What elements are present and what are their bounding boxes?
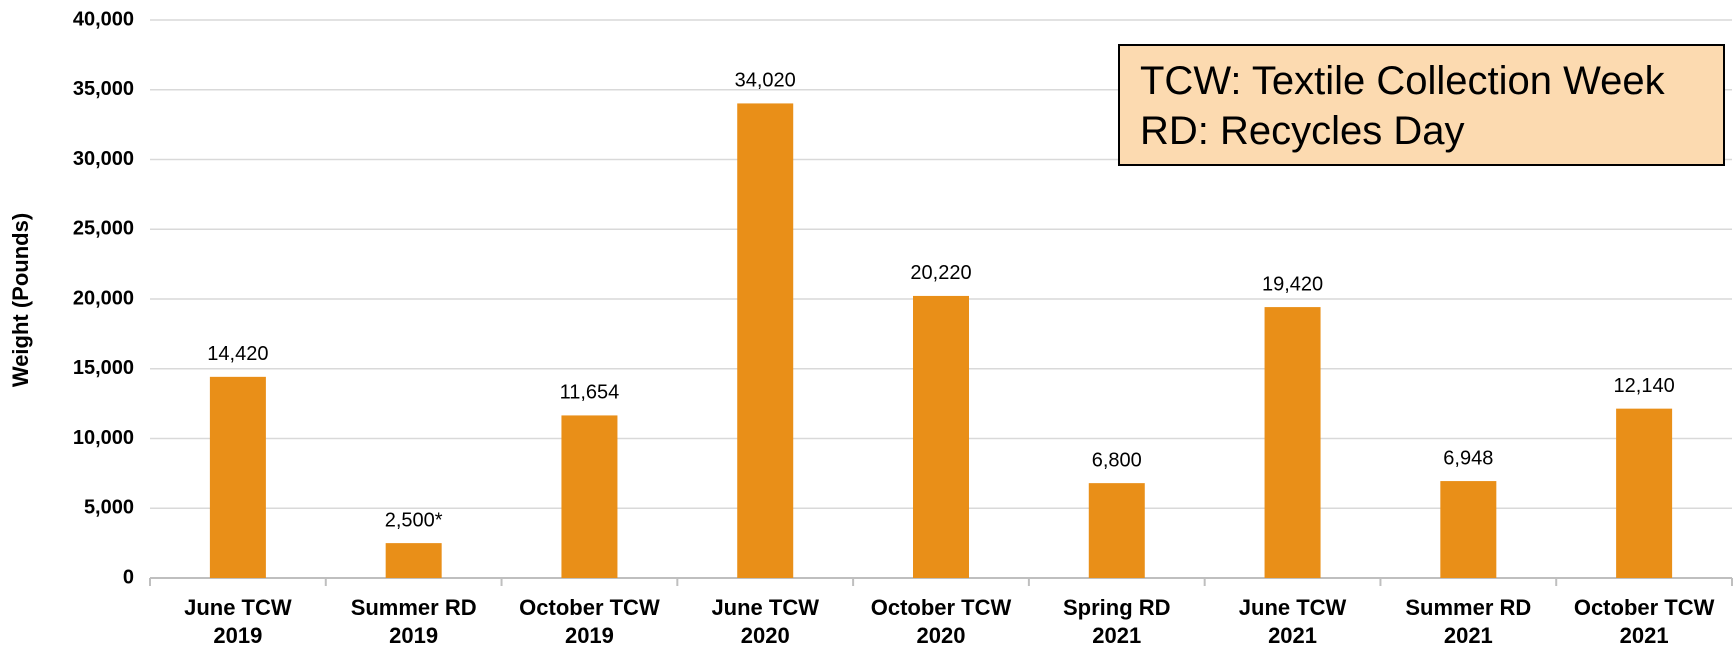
x-tick-label: October TCW 2021 (1573, 595, 1715, 648)
y-axis-label: Weight (Pounds) (8, 213, 33, 387)
y-tick-label: 0 (123, 566, 134, 588)
x-tick-label: October TCW 2020 (870, 595, 1012, 648)
x-tick-label: October TCW 2019 (519, 595, 660, 648)
y-tick-label: 25,000 (73, 218, 134, 240)
bar (385, 543, 442, 578)
value-label: 2,500* (385, 509, 443, 531)
value-label: 34,020 (735, 70, 796, 92)
y-tick-label: 35,000 (73, 78, 134, 100)
value-label: 19,420 (1262, 273, 1323, 295)
y-tick-label: 5,000 (84, 497, 134, 519)
bar (561, 415, 618, 578)
bar (1440, 481, 1497, 578)
value-label: 6,948 (1443, 447, 1493, 469)
bar (1616, 408, 1673, 578)
x-tick-label: June TCW 2021 (1238, 595, 1347, 648)
y-tick-label: 15,000 (73, 357, 134, 379)
value-label: 12,140 (1614, 375, 1675, 397)
bar (1264, 307, 1321, 578)
y-tick-label: 20,000 (73, 287, 134, 309)
legend-note: TCW: Textile Collection Week RD: Recycles… (1118, 44, 1725, 166)
bar (737, 103, 794, 579)
annotation: TCW: Textile Collection Week (1140, 59, 1665, 103)
y-tick-label: 10,000 (73, 427, 134, 449)
value-label: 11,654 (560, 382, 620, 404)
annotation: RD: Recycles Day (1140, 109, 1465, 153)
value-label: 20,220 (910, 262, 971, 284)
bar (913, 295, 969, 578)
value-label: 14,420 (207, 343, 268, 365)
x-tick-label: Summer RD 2021 (1405, 595, 1532, 648)
value-label: 6,800 (1092, 449, 1142, 471)
y-tick-label: 40,000 (73, 8, 134, 30)
x-tick-label: June TCW 2020 (711, 595, 819, 648)
bar (209, 376, 266, 578)
x-tick-label: June TCW 2019 (184, 595, 292, 648)
x-tick-label: Summer RD 2019 (350, 595, 477, 648)
x-tick-label: Spring RD 2021 (1062, 595, 1171, 648)
y-tick-label: 30,000 (73, 148, 134, 170)
bar (1088, 483, 1145, 578)
